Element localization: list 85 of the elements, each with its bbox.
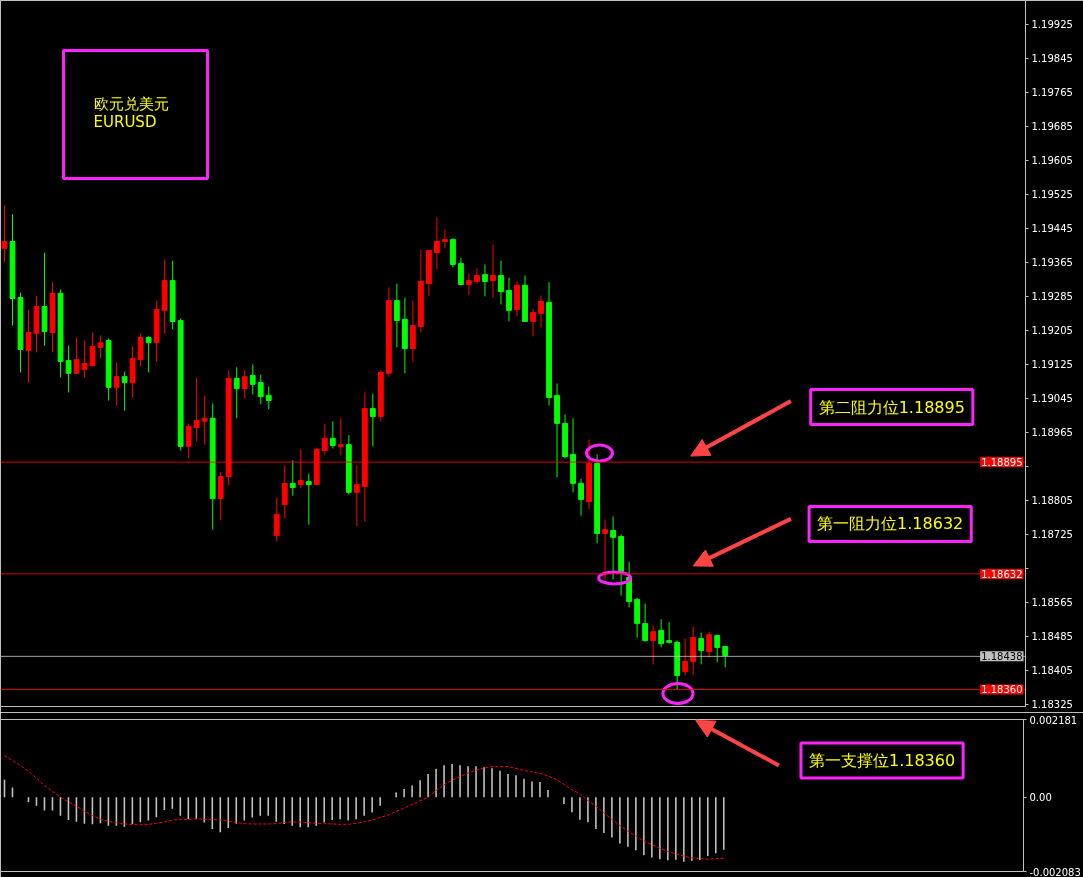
candlestick <box>690 626 697 676</box>
y-tick-label: 1.19765 <box>1031 87 1073 99</box>
annotation: 第一支撑位1.18360 <box>808 751 956 770</box>
candlestick <box>137 332 144 367</box>
candlestick <box>682 637 689 676</box>
candlestick <box>466 272 472 296</box>
candlestick <box>410 300 416 362</box>
candlestick <box>369 393 376 447</box>
candlestick <box>201 394 208 446</box>
candlestick <box>458 257 464 286</box>
ref-line-label: 1.18895 <box>981 457 1023 469</box>
candlestick <box>434 216 440 271</box>
candlestick <box>65 345 72 393</box>
candlestick <box>257 374 264 405</box>
candlestick <box>498 260 504 305</box>
candlestick <box>241 369 248 399</box>
candlestick <box>393 283 400 348</box>
candlestick <box>81 340 88 379</box>
candlestick <box>722 646 729 668</box>
text: 欧元兑美元 <box>93 94 169 113</box>
candlestick <box>185 422 192 459</box>
candlestick <box>329 420 336 449</box>
candlestick <box>233 366 240 419</box>
y-tick-label: 1.19925 <box>1031 19 1073 31</box>
ref-line-label: 1.18632 <box>981 568 1023 580</box>
y-tick-label: 0.00 <box>1029 792 1052 804</box>
candlestick <box>273 496 280 543</box>
candlestick <box>642 603 649 642</box>
y-tick-label: 1.18805 <box>1031 495 1073 507</box>
ref-line-label: 1.18438 <box>981 651 1023 663</box>
annotation: 第二阻力位1.18895 <box>818 397 965 417</box>
candlestick <box>289 459 296 497</box>
candlestick <box>578 478 584 517</box>
candlestick <box>217 471 224 521</box>
y-tick-label: 1.18485 <box>1031 631 1073 643</box>
y-tick-label: 1.19125 <box>1031 359 1073 371</box>
candlestick <box>1 204 8 263</box>
candlestick <box>265 385 272 410</box>
candlestick <box>249 363 256 396</box>
y-tick-label: 1.19685 <box>1031 121 1073 133</box>
y-tick-label: 1.18965 <box>1031 427 1073 439</box>
annotation: 第一阻力位1.18632 <box>817 514 964 534</box>
y-tick-label: 1.19045 <box>1031 393 1073 405</box>
candlestick <box>658 618 665 648</box>
text: EURUSD <box>93 112 157 131</box>
candlestick <box>650 624 657 665</box>
candlestick <box>706 631 713 659</box>
y-tick-label: 1.19845 <box>1031 53 1073 65</box>
candlestick <box>193 377 200 442</box>
candlestick <box>610 516 616 580</box>
candlestick <box>113 362 120 407</box>
y-tick-label: 1.18565 <box>1031 597 1073 609</box>
candlestick <box>482 263 488 297</box>
candlestick <box>698 632 705 665</box>
candlestick <box>530 308 536 337</box>
y-tick-label: 1.19285 <box>1031 291 1073 303</box>
candlestick <box>538 294 544 328</box>
candlestick <box>714 634 721 663</box>
candlestick <box>73 337 80 374</box>
candlestick <box>145 335 152 373</box>
candlestick <box>337 417 344 456</box>
candlestick <box>305 473 312 526</box>
y-tick-label: 1.19445 <box>1031 223 1073 235</box>
candlestick <box>97 334 104 359</box>
candlestick <box>442 229 448 249</box>
y-tick-label: 1.18725 <box>1031 529 1073 541</box>
y-tick-label: 1.19605 <box>1031 155 1073 167</box>
y-tick-label: -0.002083 <box>1029 866 1081 877</box>
candlestick <box>321 423 328 455</box>
y-tick-label: 1.19525 <box>1031 189 1073 201</box>
y-tick-label: 1.19205 <box>1031 325 1073 337</box>
y-tick-label: 1.18325 <box>1031 699 1073 711</box>
candlestick <box>666 621 673 645</box>
line-series <box>4 755 725 860</box>
candlestick <box>353 465 360 527</box>
candlestick <box>474 267 480 285</box>
y-tick-label: 1.18405 <box>1031 665 1073 677</box>
candlestick <box>506 277 512 322</box>
ref-line-label: 1.18360 <box>981 684 1023 696</box>
candlestick <box>281 465 288 520</box>
candlestick <box>121 371 128 412</box>
y-tick-label: 0.002181 <box>1029 714 1078 726</box>
candlestick <box>89 331 96 367</box>
candlestick <box>490 243 496 299</box>
y-tick-label: 1.19365 <box>1031 257 1073 269</box>
